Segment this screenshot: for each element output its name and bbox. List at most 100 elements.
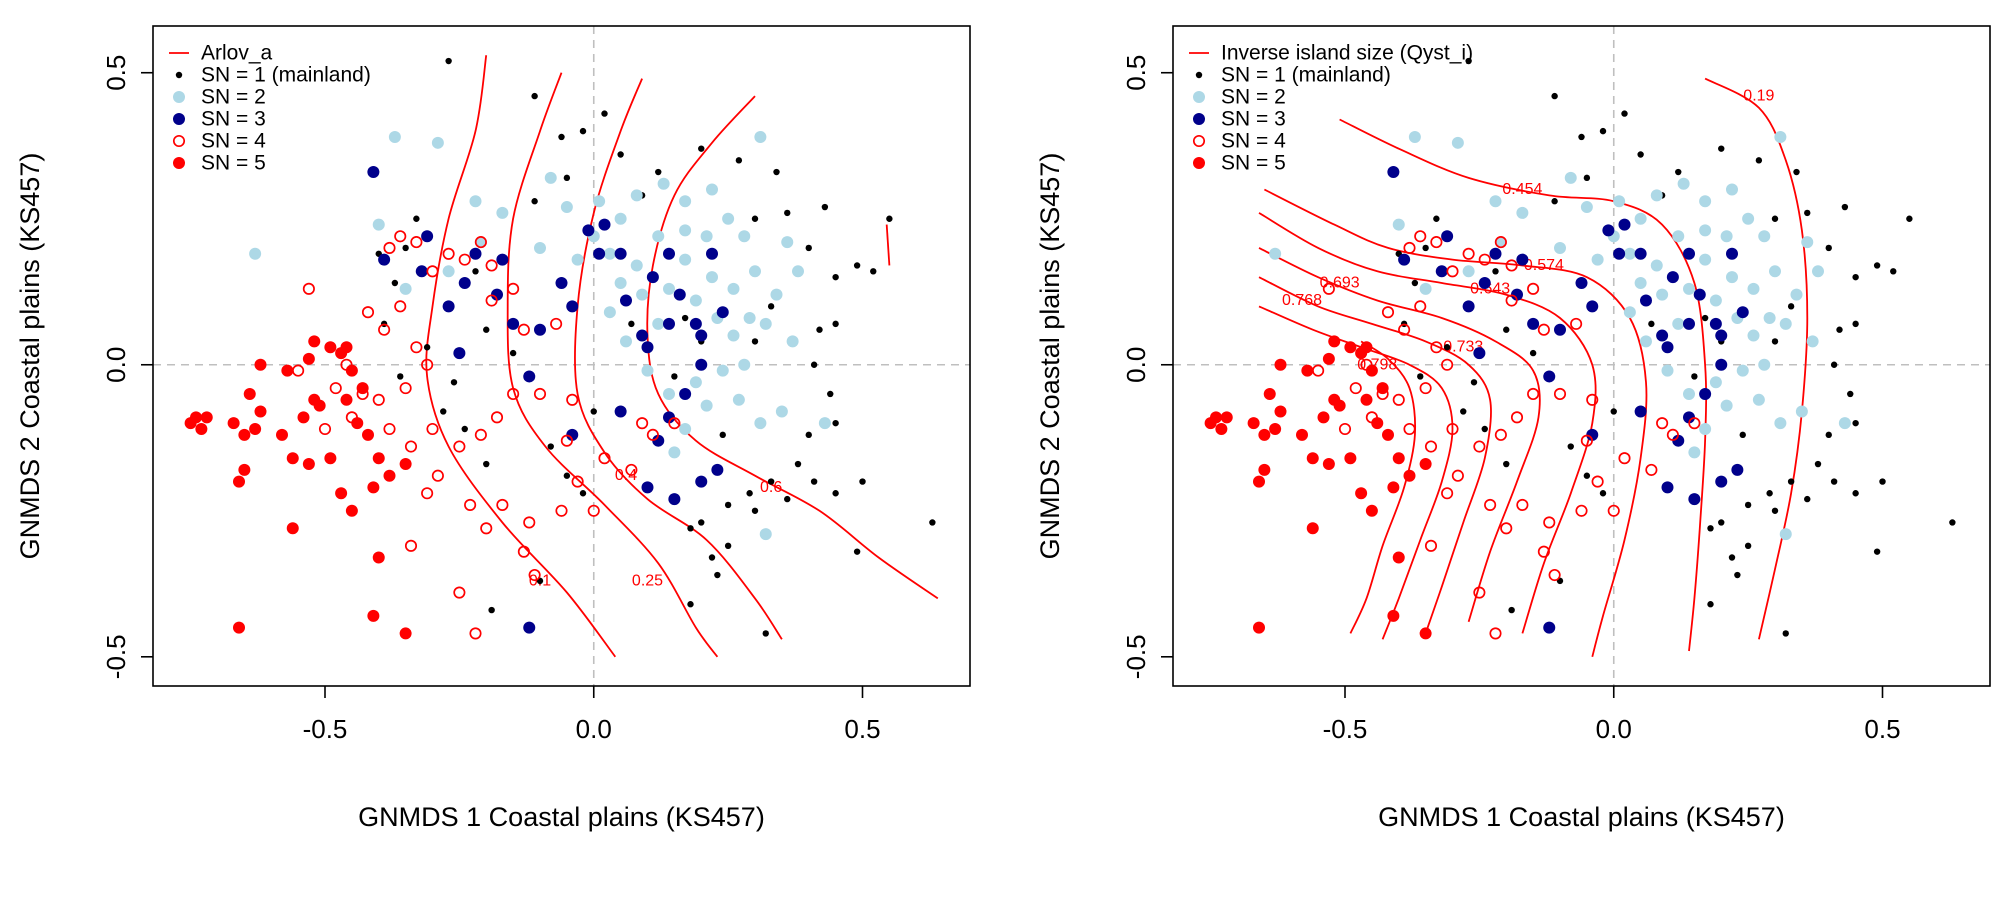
data-point [1774, 417, 1787, 430]
data-point [1677, 177, 1690, 190]
data-point [431, 136, 444, 149]
data-point [1527, 387, 1540, 401]
legend-marker [173, 113, 185, 125]
data-point [1804, 209, 1811, 217]
data-point [821, 203, 829, 211]
data-point [1503, 326, 1510, 333]
data-point [472, 268, 479, 275]
data-point [1516, 253, 1529, 266]
data-point [485, 259, 498, 272]
data-point [372, 393, 385, 406]
data-point [601, 110, 608, 117]
data-point [383, 422, 396, 436]
data-point [735, 157, 743, 164]
data-point [1263, 387, 1276, 400]
data-point [555, 504, 568, 517]
data-point [1715, 358, 1728, 371]
data-point [1666, 271, 1679, 284]
data-point [598, 452, 611, 465]
data-point [706, 247, 718, 260]
data-point [1473, 586, 1486, 599]
data-point [724, 501, 732, 509]
data-point [1836, 326, 1843, 333]
data-point [1543, 370, 1556, 383]
data-point [1755, 157, 1763, 164]
data-point [496, 206, 509, 219]
data-point [1731, 463, 1744, 476]
data-point [679, 423, 692, 436]
data-point [483, 460, 490, 468]
data-point [426, 265, 439, 278]
legend-label: SN = 2 [201, 86, 266, 109]
data-point [1484, 498, 1497, 511]
data-point [340, 341, 353, 354]
data-point [571, 475, 584, 488]
data-point [233, 621, 245, 634]
data-point [1269, 247, 1282, 260]
data-point [1906, 215, 1913, 222]
data-point [200, 411, 213, 424]
data-point [1414, 300, 1427, 313]
data-point [1890, 268, 1897, 275]
data-point [490, 411, 504, 424]
data-point [1715, 329, 1728, 342]
data-point [404, 440, 418, 453]
data-point [617, 151, 624, 158]
contour-line [1704, 77, 1809, 640]
data-point [1779, 528, 1792, 541]
data-point [1328, 335, 1341, 348]
data-point [751, 215, 759, 222]
data-point [724, 542, 732, 550]
data-point [1591, 475, 1604, 488]
data-point [1693, 288, 1706, 301]
data-point [1688, 493, 1701, 506]
data-point [391, 279, 399, 287]
data-point [1473, 440, 1486, 453]
data-point [832, 490, 839, 497]
y-tick-label: 0.0 [101, 347, 131, 383]
data-point [859, 478, 866, 485]
data-point [1451, 136, 1464, 149]
data-point [620, 294, 632, 307]
data-point [1607, 504, 1620, 517]
data-point [1586, 428, 1599, 441]
y-tick-label: 0.5 [101, 55, 131, 91]
data-point [582, 224, 595, 237]
data-point [663, 282, 675, 295]
data-point [1599, 490, 1607, 497]
data-point [1650, 189, 1663, 202]
data-point [1709, 317, 1722, 330]
data-point [668, 446, 681, 459]
data-point [1661, 341, 1674, 354]
data-point [708, 554, 716, 561]
data-point [1433, 215, 1440, 222]
data-point [827, 390, 834, 398]
data-point [1424, 539, 1438, 552]
legend-label: Arlov_a [201, 42, 273, 65]
data-point [555, 276, 568, 289]
data-point [810, 361, 818, 368]
data-point [679, 224, 692, 237]
data-point [1215, 423, 1228, 436]
data-point [792, 265, 804, 278]
data-point [488, 606, 495, 614]
data-point [1782, 630, 1789, 637]
legend-label: SN = 5 [201, 152, 266, 175]
data-point [698, 145, 705, 152]
data-point [1795, 405, 1808, 418]
data-point [423, 344, 431, 351]
data-point [1747, 282, 1760, 295]
data-point [566, 393, 579, 406]
data-point [794, 460, 802, 468]
data-point [1661, 364, 1674, 377]
data-point [1852, 490, 1859, 497]
data-point [1610, 408, 1617, 415]
data-point [297, 411, 310, 424]
data-point [1392, 452, 1405, 465]
data-point [579, 127, 587, 135]
data-point [679, 195, 692, 208]
data-point [1441, 358, 1454, 371]
data-point [1640, 294, 1652, 307]
data-point [1852, 419, 1859, 427]
